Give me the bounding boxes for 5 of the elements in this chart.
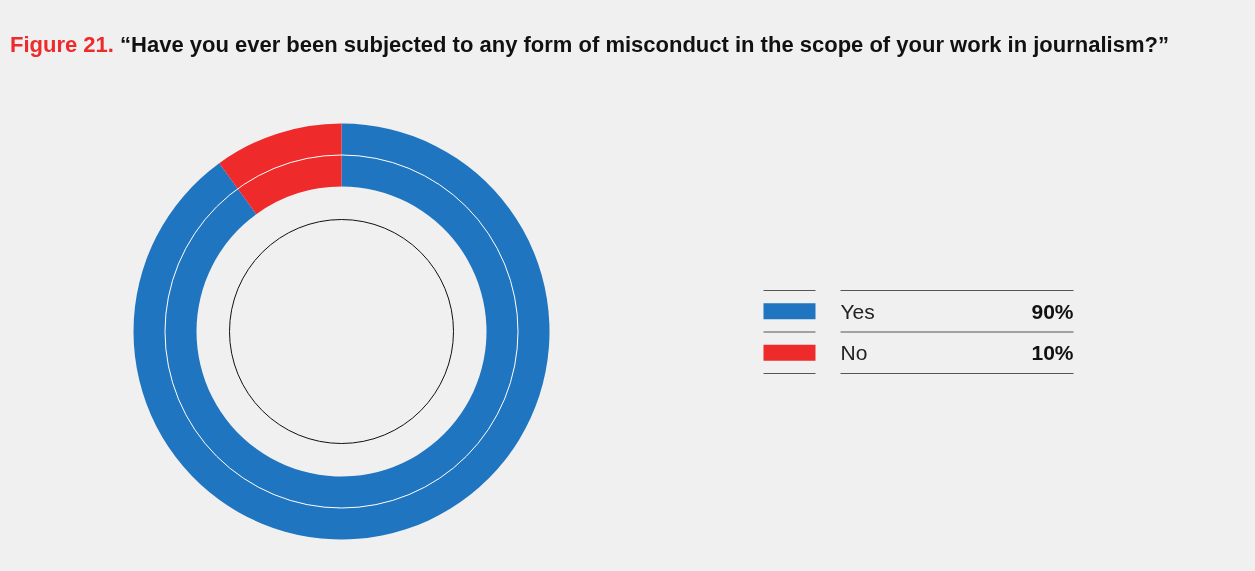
data-label: 90% bbox=[1031, 299, 1074, 323]
chart-title: Figure 21. “Have you ever been subjected to any form of misconduct in the scope of your work in journalism?” bbox=[9, 31, 1170, 58]
legend-label: No bbox=[840, 341, 868, 365]
legend-label: Yes bbox=[840, 299, 875, 323]
data-label: 10% bbox=[1031, 341, 1074, 365]
